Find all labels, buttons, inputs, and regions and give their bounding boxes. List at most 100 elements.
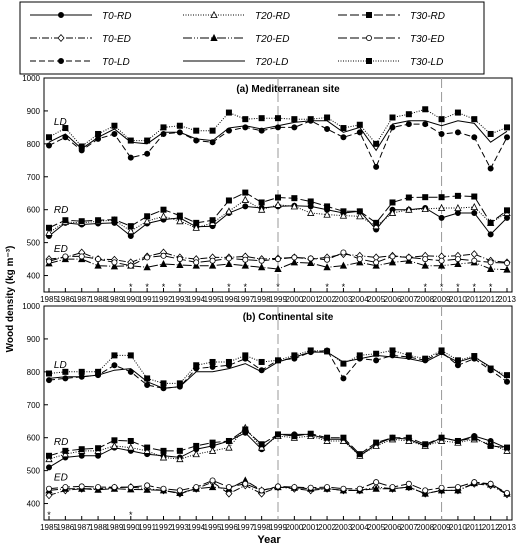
legend-entry-t20-ed: T20-ED [183, 33, 289, 45]
x-tick-label: 1990 [122, 523, 140, 532]
data-point [471, 434, 478, 441]
data-point [241, 195, 249, 203]
legend-label: T30-ED [410, 34, 444, 45]
data-point [159, 259, 168, 268]
x-tick-label: 2011 [466, 523, 484, 532]
data-point [454, 357, 461, 364]
x-tick-label: 1993 [171, 523, 189, 532]
data-point [339, 211, 348, 219]
data-point [356, 208, 363, 215]
data-point [127, 227, 135, 235]
x-tick-label: 2009 [433, 523, 451, 532]
data-point [176, 217, 184, 225]
data-point [176, 380, 183, 387]
data-point [389, 434, 396, 441]
legend-entry-t0-rd: T0-RD [30, 11, 131, 22]
data-point [242, 426, 249, 433]
y-tick-label: 1000 [22, 302, 40, 311]
series-line [48, 120, 508, 152]
data-point [111, 216, 118, 223]
x-tick-label: 1996 [220, 523, 238, 532]
data-point [62, 125, 69, 132]
data-point [176, 447, 183, 454]
data-point [95, 256, 102, 263]
data-point [193, 219, 200, 226]
data-point [405, 434, 412, 441]
legend-entry-t30-ed: T30-ED [338, 34, 444, 45]
data-point [62, 253, 69, 260]
data-point [487, 259, 494, 266]
data-point [127, 262, 134, 269]
x-tick-label: 2001 [302, 523, 320, 532]
data-point [373, 479, 380, 486]
data-point [144, 254, 151, 261]
data-point [389, 114, 396, 121]
data-point [95, 368, 102, 375]
data-point [373, 259, 380, 266]
series-t30-rd [46, 426, 510, 459]
data-point [422, 194, 429, 201]
data-point [324, 114, 331, 121]
data-point [421, 204, 429, 213]
group-label-ld: LD [54, 360, 67, 371]
x-tick-label: 1998 [253, 523, 271, 532]
data-point [438, 214, 445, 221]
y-tick-label: 900 [27, 107, 41, 116]
x-tick-label: 1997 [236, 523, 254, 532]
data-point [471, 257, 478, 264]
data-point [274, 194, 281, 201]
data-point [389, 199, 396, 206]
data-point [159, 212, 168, 220]
data-point [405, 194, 412, 201]
legend-entry-t20-ld: T20-LD [183, 57, 288, 68]
data-point [46, 224, 53, 231]
x-tick-label: 2001 [302, 295, 320, 304]
data-point [324, 348, 331, 355]
data-point [111, 437, 118, 444]
data-point [127, 352, 134, 359]
data-point [356, 129, 363, 136]
legend-label: T20-LD [255, 57, 288, 68]
data-point [373, 163, 380, 170]
panel-mediterranean: 4005006007008009001000198519861987198819… [22, 74, 516, 304]
data-point [62, 368, 69, 375]
data-point [324, 256, 331, 263]
data-point [111, 130, 118, 137]
data-point [454, 437, 461, 444]
data-point [127, 137, 134, 144]
significance-star: * [276, 282, 280, 292]
data-point [356, 352, 363, 359]
significance-star: * [440, 282, 444, 292]
data-point [291, 116, 298, 123]
group-label-ed: ED [54, 244, 68, 255]
data-point [503, 372, 510, 379]
data-point [95, 452, 102, 459]
data-point [340, 434, 347, 441]
significance-star: * [145, 282, 149, 292]
x-tick-label: 1987 [73, 523, 91, 532]
data-point [503, 134, 510, 141]
legend-label: T0-RD [102, 11, 131, 22]
x-tick-label: 1999 [269, 523, 287, 532]
data-point [258, 487, 265, 494]
x-tick-label: 2007 [400, 295, 418, 304]
data-point [503, 444, 510, 451]
data-point [422, 256, 429, 263]
data-point [209, 477, 216, 484]
data-point [241, 261, 249, 269]
data-point [356, 451, 363, 458]
data-point [274, 483, 281, 490]
data-point [274, 200, 282, 208]
data-point [503, 124, 510, 131]
data-point [46, 134, 53, 141]
y-tick-label: 400 [27, 500, 41, 509]
legend: T0-RD T0-ED T0-LD T20-RD T20-ED T20-LD T30-RD T… [19, 1, 485, 75]
data-point [127, 443, 135, 451]
data-point [193, 259, 200, 266]
data-point [258, 358, 265, 365]
data-point [192, 450, 200, 458]
data-point [356, 212, 364, 220]
data-point [242, 352, 249, 359]
y-tick-label: 500 [27, 467, 41, 476]
series-t30-ed [46, 249, 510, 269]
